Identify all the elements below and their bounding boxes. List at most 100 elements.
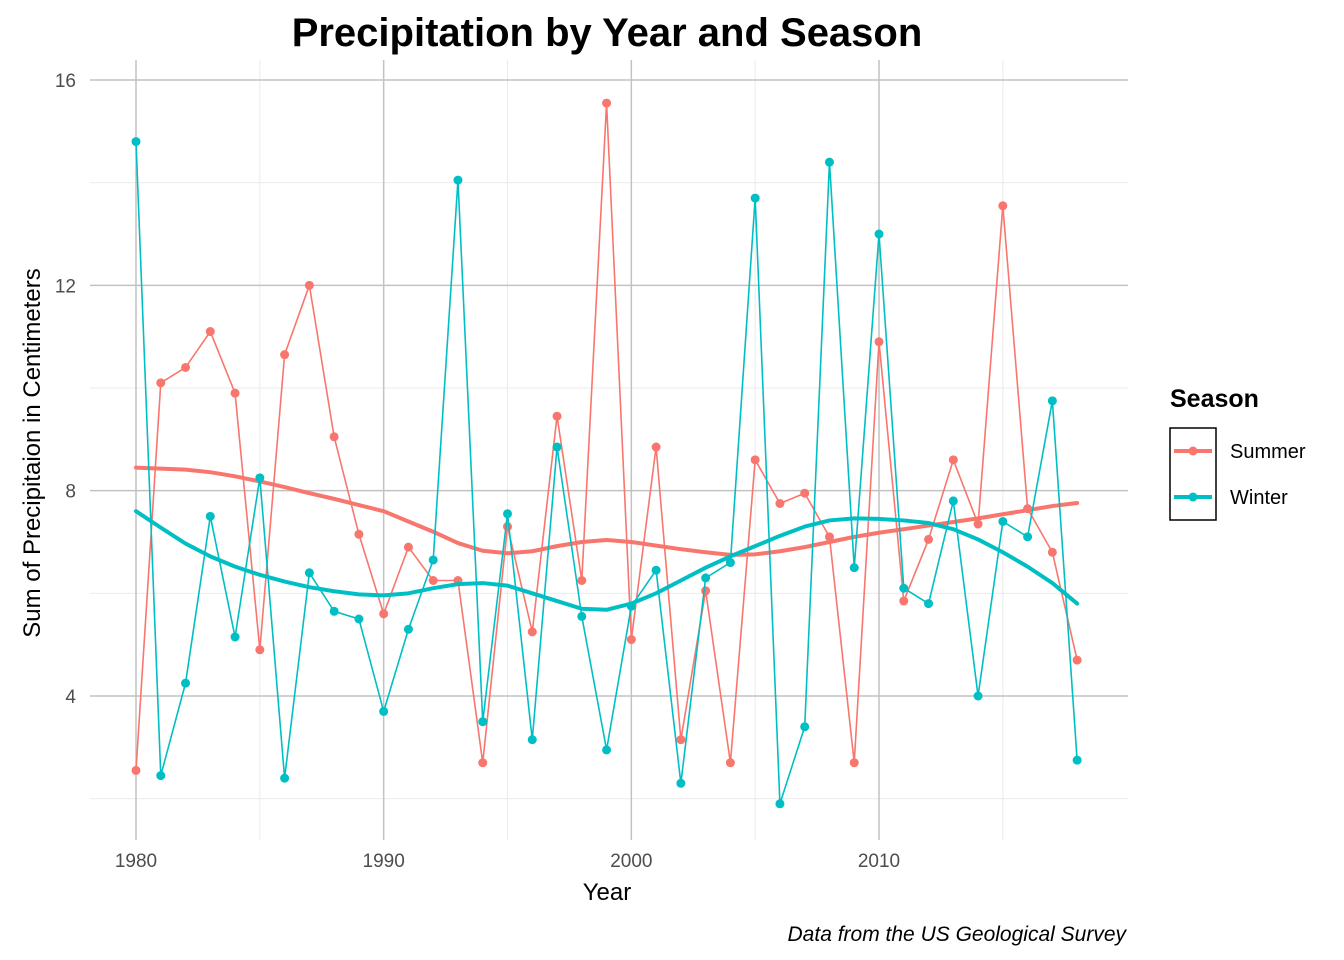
data-point-winter	[973, 691, 983, 701]
trend-line-winter	[134, 509, 1080, 612]
data-point-winter	[403, 624, 413, 634]
series-winter	[131, 137, 1082, 809]
data-point-summer	[1072, 655, 1082, 665]
data-point-summer	[924, 534, 934, 544]
data-point-winter	[602, 745, 612, 755]
data-point-summer	[800, 488, 810, 498]
x-tick-label: 2010	[858, 851, 900, 872]
legend-entry-winter: Winter	[1174, 487, 1288, 509]
data-point-summer	[527, 627, 537, 637]
data-point-summer	[676, 735, 686, 745]
data-point-summer	[626, 635, 636, 645]
data-point-winter	[503, 509, 512, 519]
y-tick-label: 8	[65, 482, 76, 503]
data-point-summer	[948, 455, 958, 465]
data-point-winter	[899, 583, 909, 593]
data-point-summer	[304, 280, 314, 290]
data-point-summer	[701, 586, 711, 596]
data-point-summer	[849, 758, 859, 768]
data-point-winter	[1023, 532, 1033, 542]
data-point-winter	[552, 442, 562, 452]
grid-lines	[90, 60, 1128, 840]
x-tick-label: 1980	[115, 851, 157, 872]
legend-title: Season	[1170, 385, 1259, 413]
data-point-winter	[948, 496, 958, 506]
legend-entries: Summer Winter	[1174, 441, 1306, 509]
data-point-summer	[403, 542, 413, 552]
data-point-winter	[255, 473, 265, 483]
legend-key-point-summer	[1188, 446, 1198, 456]
data-point-summer	[428, 576, 438, 585]
data-point-winter	[750, 193, 760, 203]
data-point-summer	[181, 362, 191, 372]
data-point-winter	[304, 568, 314, 578]
data-point-winter	[998, 516, 1008, 526]
legend-entry-summer: Summer	[1174, 441, 1306, 463]
data-point-summer	[651, 442, 661, 452]
data-point-summer	[824, 532, 834, 542]
data-point-winter	[725, 558, 735, 568]
data-point-winter	[775, 799, 785, 809]
data-point-summer	[750, 455, 760, 465]
series-summer	[131, 98, 1082, 775]
y-tick-label: 4	[65, 687, 76, 708]
data-point-winter	[131, 137, 141, 147]
data-point-winter	[676, 778, 686, 788]
y-tick-label: 12	[55, 276, 76, 297]
data-point-summer	[552, 411, 562, 421]
legend-key-point-winter	[1188, 492, 1198, 502]
data-point-summer	[1023, 504, 1033, 514]
data-point-summer	[205, 327, 215, 337]
data-point-winter	[156, 771, 166, 781]
data-point-summer	[973, 519, 983, 529]
data-point-winter	[428, 555, 438, 565]
data-point-winter	[626, 601, 636, 611]
data-point-winter	[478, 717, 488, 727]
data-point-summer	[230, 388, 240, 398]
series-line-winter	[135, 141, 1078, 805]
data-point-summer	[998, 201, 1008, 211]
data-point-summer	[329, 432, 339, 442]
tick-labels: 1980 1990 2000 2010 4 8 12 16	[55, 71, 900, 872]
legend-label-summer: Summer	[1230, 441, 1306, 463]
data-point-summer	[156, 378, 166, 388]
data-point-summer	[874, 337, 884, 347]
legend: Season Summer Winter	[1169, 385, 1306, 521]
data-point-winter	[230, 632, 240, 642]
data-point-summer	[602, 98, 612, 108]
data-point-winter	[800, 722, 810, 732]
data-point-winter	[924, 599, 934, 609]
series-line-summer	[135, 103, 1078, 771]
data-point-summer	[1047, 547, 1057, 557]
data-point-summer	[255, 645, 265, 655]
data-point-summer	[354, 529, 364, 539]
data-point-winter	[379, 706, 389, 716]
data-point-summer	[379, 609, 389, 619]
data-point-winter	[577, 611, 587, 621]
data-point-winter	[329, 606, 339, 616]
data-point-summer	[280, 350, 290, 360]
data-point-winter	[453, 175, 463, 185]
data-point-winter	[874, 229, 884, 239]
chart-title: Precipitation by Year and Season	[292, 11, 923, 55]
y-tick-label: 16	[55, 71, 76, 92]
trend-line-summer	[134, 465, 1080, 557]
chart-caption: Data from the US Geological Survey	[788, 923, 1128, 946]
legend-label-winter: Winter	[1230, 487, 1288, 509]
data-point-winter	[701, 573, 711, 583]
series-layer	[131, 98, 1082, 809]
x-tick-label: 1990	[363, 851, 405, 872]
legend-box	[1169, 427, 1217, 521]
data-point-summer	[775, 499, 785, 508]
data-point-summer	[131, 765, 141, 775]
data-point-summer	[577, 576, 587, 585]
data-point-winter	[849, 563, 859, 573]
data-point-summer	[899, 596, 909, 606]
data-point-winter	[824, 157, 834, 167]
data-point-summer	[725, 758, 735, 768]
data-point-winter	[205, 511, 215, 521]
data-point-winter	[354, 614, 364, 624]
data-point-winter	[1047, 396, 1057, 406]
data-point-winter	[280, 773, 290, 783]
